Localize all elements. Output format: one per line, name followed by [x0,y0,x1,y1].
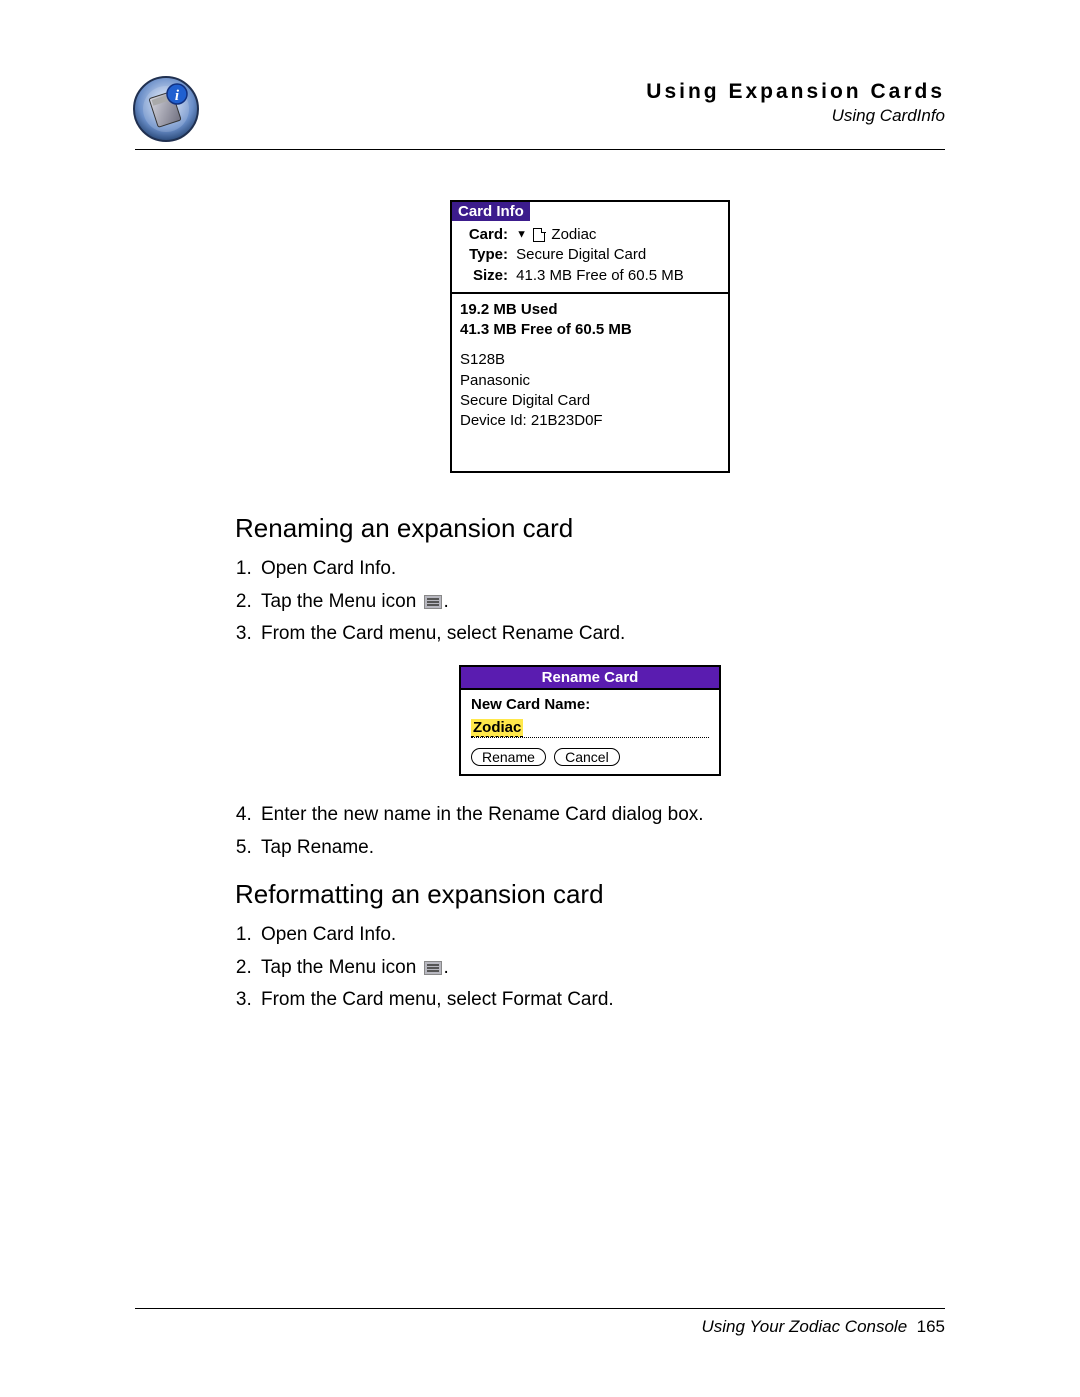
page-header: i Using Expansion Cards Using CardInfo [135,80,945,150]
usage-used: 19.2 MB Used [460,300,720,320]
size-label: Size: [460,266,508,286]
step-2-1: Open Card Info. [257,920,945,950]
step-1-5: Tap Rename. [257,833,945,863]
cardinfo-summary: Card: ▼ Zodiac Type: Secure Digital Card… [452,221,728,294]
step-2-2-text: Tap the Menu icon [261,957,422,978]
detail-devid: Device Id: 21B23D0F [460,411,720,431]
rename-body: New Card Name: Zodiac Rename Cancel [461,690,719,774]
section-subtitle: Using CardInfo [135,106,945,126]
step-1-1: Open Card Info. [257,554,945,584]
footer-text: Using Your Zodiac Console [701,1317,907,1336]
sd-card-icon [533,228,545,242]
step-2-3: From the Card menu, select Format Card. [257,985,945,1015]
detail-model: S128B [460,350,720,370]
dropdown-arrow-icon[interactable]: ▼ [516,229,527,241]
cardinfo-title: Card Info [452,202,530,221]
type-label: Type: [460,245,508,265]
rename-dialog: Rename Card New Card Name: Zodiac Rename… [459,665,721,776]
chapter-title: Using Expansion Cards [135,80,945,104]
reformatting-steps: Open Card Info. Tap the Menu icon . From… [235,920,945,1015]
header-titles: Using Expansion Cards Using CardInfo [135,80,945,126]
step-2-2: Tap the Menu icon . [257,953,945,983]
usage-free: 41.3 MB Free of 60.5 MB [460,320,720,340]
menu-icon [424,961,442,975]
cardinfo-titlebar-row: Card Info [452,202,728,221]
renaming-steps-2: Enter the new name in the Rename Card di… [235,800,945,863]
step-2-2-end: . [444,957,449,978]
page-number: 165 [917,1317,945,1336]
renaming-steps-1: Open Card Info. Tap the Menu icon . From… [235,554,945,649]
detail-type: Secure Digital Card [460,391,720,411]
rename-label: New Card Name: [471,696,709,713]
heading-renaming: Renaming an expansion card [235,513,945,544]
page-footer: Using Your Zodiac Console 165 [135,1308,945,1337]
detail-mfr: Panasonic [460,371,720,391]
document-page: i Using Expansion Cards Using CardInfo C… [0,0,1080,1397]
cardinfo-details: 19.2 MB Used 41.3 MB Free of 60.5 MB S12… [452,294,728,472]
step-1-2-text: Tap the Menu icon [261,591,422,612]
rename-value: Zodiac [471,719,523,737]
card-value: Zodiac [551,226,596,243]
info-card-icon: i [131,74,201,144]
card-label: Card: [460,225,508,245]
menu-icon [424,595,442,609]
page-content: Card Info Card: ▼ Zodiac Type: Secure Di… [135,150,945,1015]
step-1-3: From the Card menu, select Rename Card. [257,619,945,649]
step-1-4: Enter the new name in the Rename Card di… [257,800,945,830]
rename-title: Rename Card [461,667,719,690]
rename-button[interactable]: Rename [471,748,546,766]
type-value: Secure Digital Card [516,246,646,263]
step-1-2: Tap the Menu icon . [257,587,945,617]
cancel-button[interactable]: Cancel [554,748,620,766]
heading-reformatting: Reformatting an expansion card [235,879,945,910]
cardinfo-window: Card Info Card: ▼ Zodiac Type: Secure Di… [450,200,730,473]
rename-input[interactable]: Zodiac [471,719,709,738]
size-value: 41.3 MB Free of 60.5 MB [516,267,684,284]
step-1-2-end: . [444,591,449,612]
